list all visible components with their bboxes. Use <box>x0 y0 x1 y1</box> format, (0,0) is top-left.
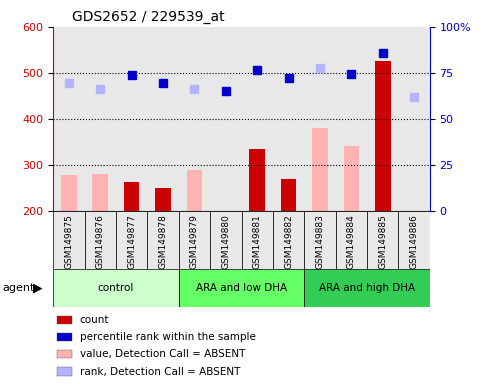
Bar <box>179 211 210 269</box>
Bar <box>57 333 72 341</box>
Bar <box>116 211 147 269</box>
Bar <box>304 27 336 211</box>
Text: GSM149885: GSM149885 <box>378 214 387 269</box>
Text: percentile rank within the sample: percentile rank within the sample <box>80 332 256 342</box>
Text: ARA and high DHA: ARA and high DHA <box>319 283 415 293</box>
Bar <box>242 27 273 211</box>
Bar <box>53 211 85 269</box>
Bar <box>304 211 336 269</box>
Text: ▶: ▶ <box>33 281 43 295</box>
Text: GDS2652 / 229539_at: GDS2652 / 229539_at <box>72 10 225 25</box>
Bar <box>367 27 398 211</box>
Bar <box>242 211 273 269</box>
Bar <box>92 174 108 211</box>
Text: GSM149881: GSM149881 <box>253 214 262 269</box>
Bar <box>124 182 140 211</box>
Bar <box>210 27 242 211</box>
Text: rank, Detection Call = ABSENT: rank, Detection Call = ABSENT <box>80 366 240 377</box>
Bar <box>53 269 179 307</box>
Bar <box>179 27 210 211</box>
Bar <box>249 149 265 211</box>
Bar <box>273 211 304 269</box>
Bar <box>53 27 85 211</box>
Bar <box>147 211 179 269</box>
Text: GSM149883: GSM149883 <box>315 214 325 269</box>
Bar <box>57 316 72 324</box>
Bar <box>273 27 304 211</box>
Bar <box>85 27 116 211</box>
Text: GSM149875: GSM149875 <box>64 214 73 269</box>
Bar <box>398 211 430 269</box>
Text: control: control <box>98 283 134 293</box>
Bar <box>155 188 171 211</box>
Text: GSM149878: GSM149878 <box>158 214 168 269</box>
Text: agent: agent <box>2 283 35 293</box>
Bar <box>57 350 72 358</box>
Bar <box>367 211 398 269</box>
Text: value, Detection Call = ABSENT: value, Detection Call = ABSENT <box>80 349 245 359</box>
Bar <box>281 179 297 211</box>
Bar <box>336 27 367 211</box>
Bar <box>57 367 72 376</box>
Text: GSM149876: GSM149876 <box>96 214 105 269</box>
Bar <box>116 27 147 211</box>
Bar <box>85 211 116 269</box>
Bar <box>210 211 242 269</box>
Text: GSM149886: GSM149886 <box>410 214 419 269</box>
Bar <box>304 269 430 307</box>
Bar <box>375 61 391 211</box>
Text: count: count <box>80 314 109 325</box>
Text: GSM149884: GSM149884 <box>347 214 356 269</box>
Bar <box>147 27 179 211</box>
Bar <box>186 170 202 211</box>
Text: GSM149877: GSM149877 <box>127 214 136 269</box>
Bar <box>398 27 430 211</box>
Text: ARA and low DHA: ARA and low DHA <box>196 283 287 293</box>
Bar <box>312 128 328 211</box>
Bar <box>343 146 359 211</box>
Bar <box>336 211 367 269</box>
Text: GSM149882: GSM149882 <box>284 214 293 269</box>
Bar <box>179 269 304 307</box>
Text: GSM149880: GSM149880 <box>221 214 230 269</box>
Bar <box>61 175 77 211</box>
Text: GSM149879: GSM149879 <box>190 214 199 269</box>
